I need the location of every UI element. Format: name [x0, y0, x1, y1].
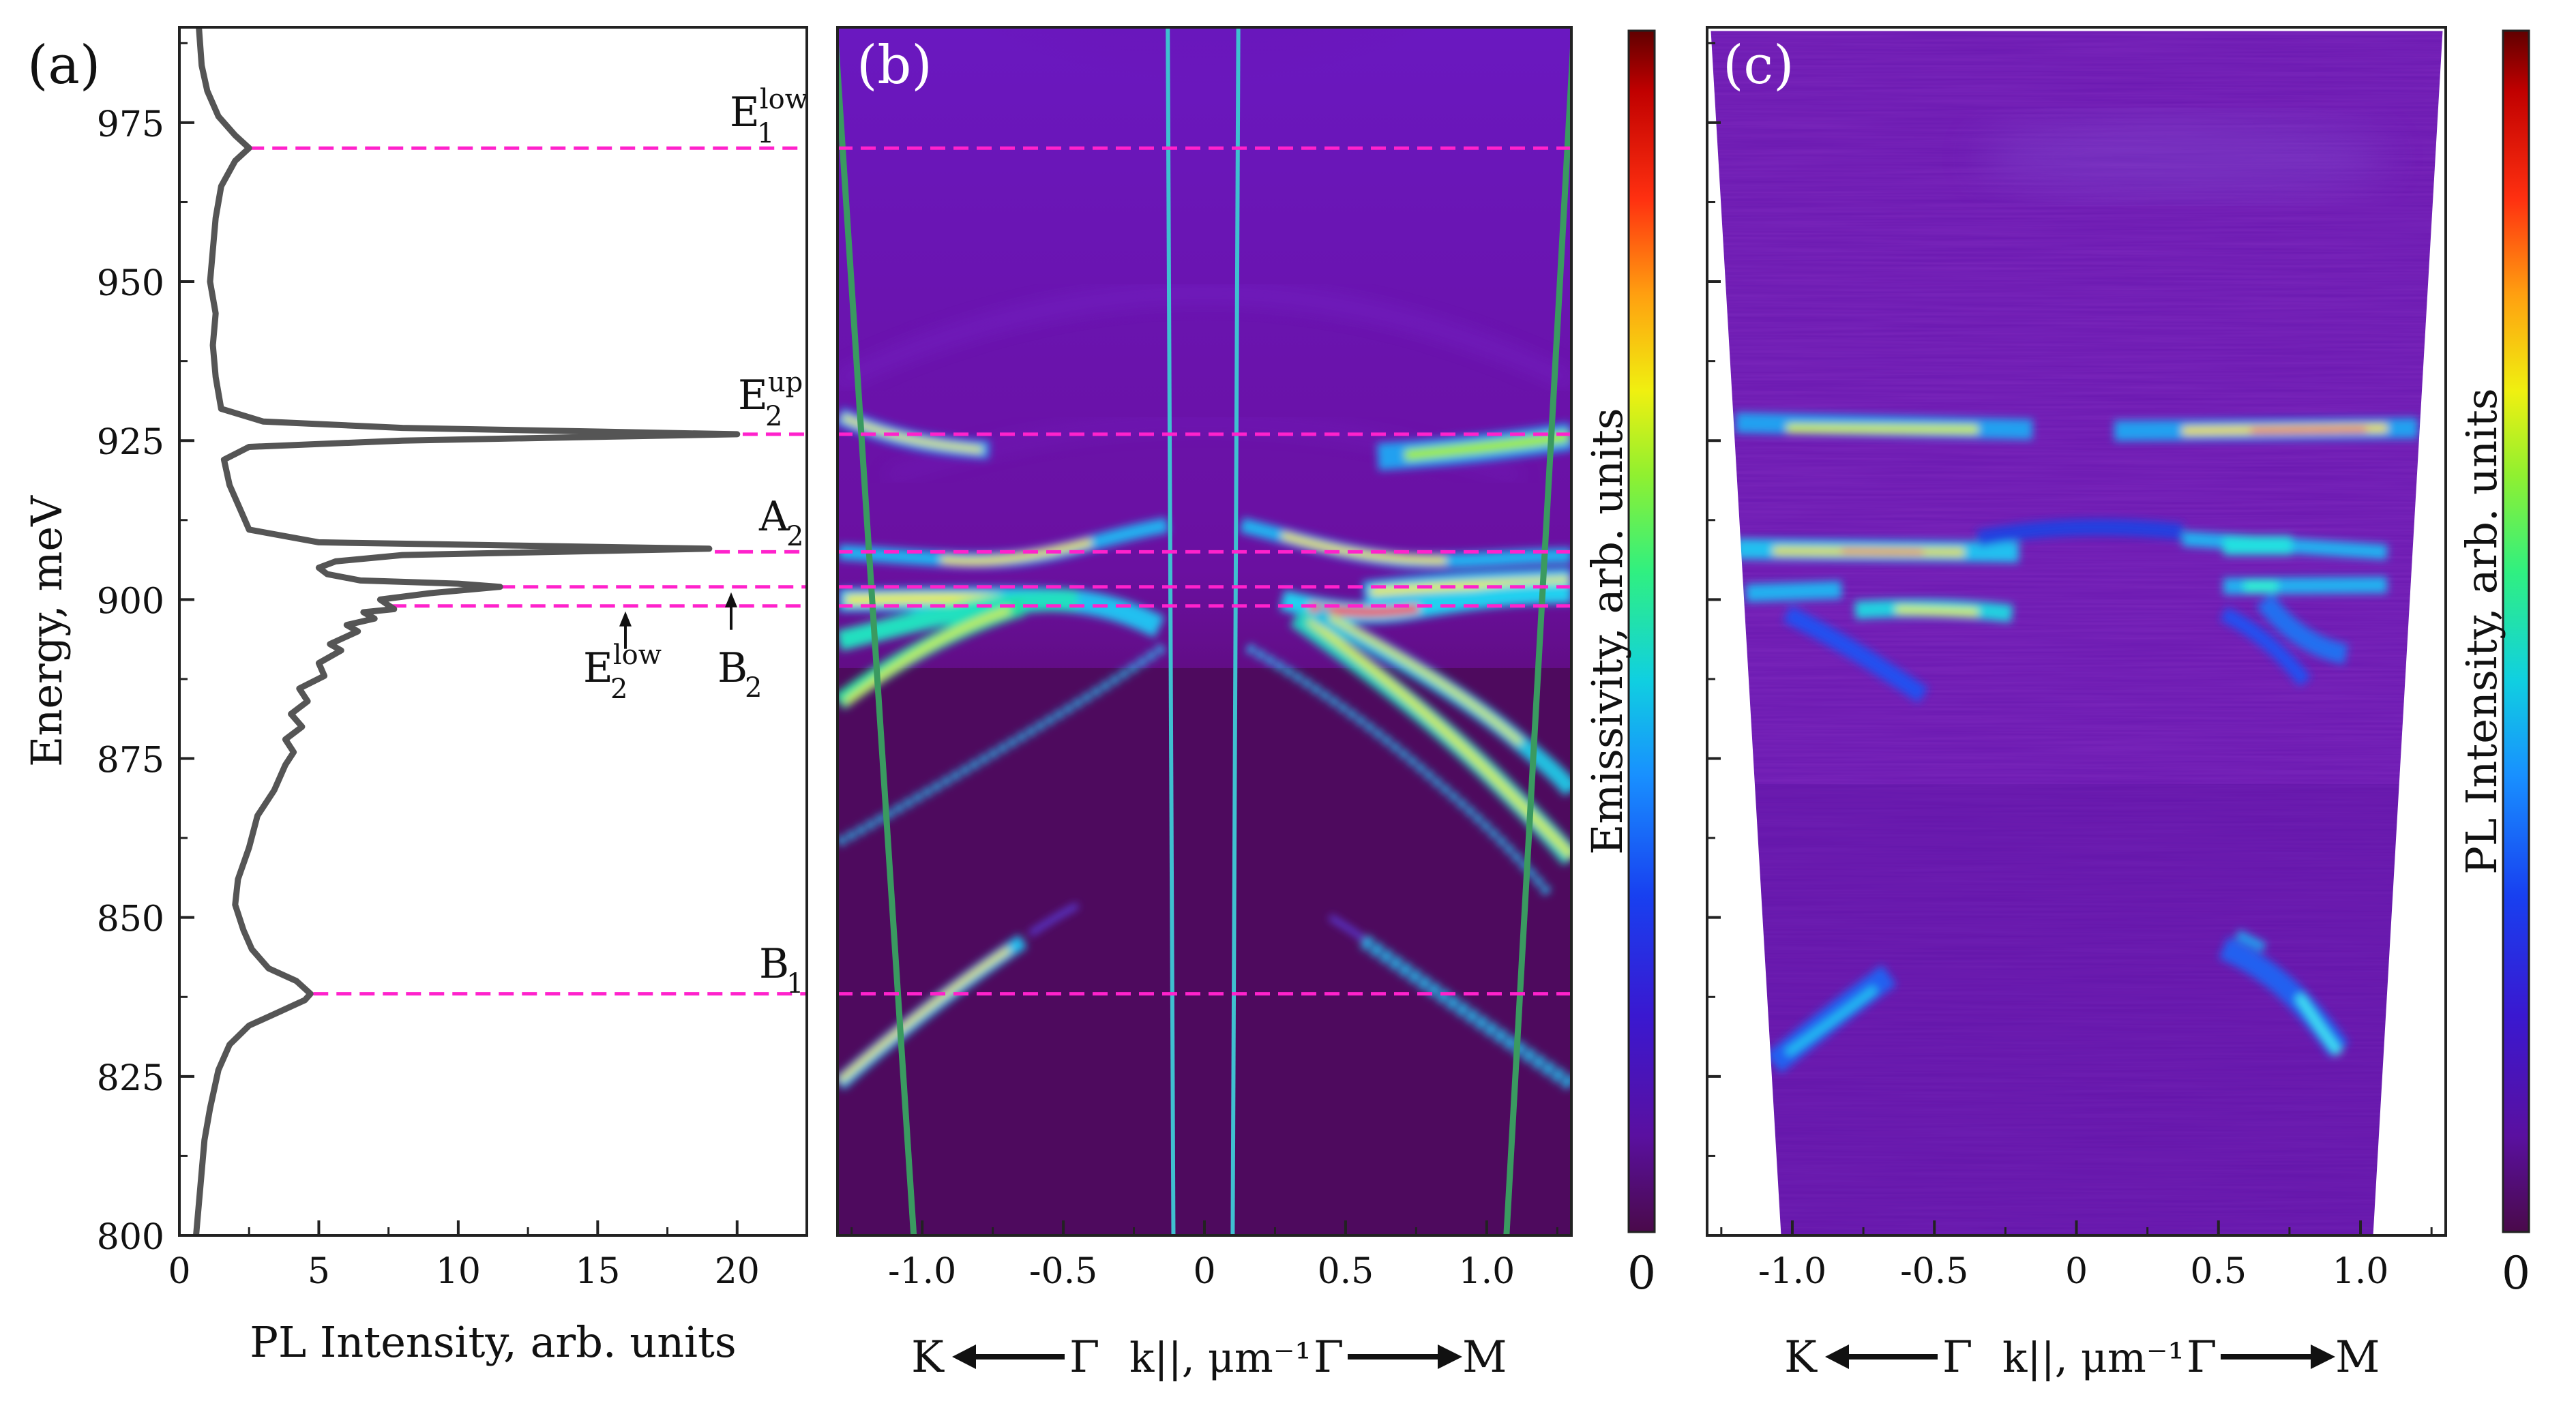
light-lines: [838, 27, 1571, 1235]
level-label-text: Elow 1: [730, 84, 808, 149]
colorbar-c: [2502, 29, 2530, 1233]
x-tick-label: -0.5: [1900, 1251, 1968, 1292]
x-tick-label: -0.5: [1029, 1251, 1097, 1292]
direction-gamma-right: Γ: [1314, 1332, 1344, 1383]
plot-frame-a: [178, 26, 808, 1237]
colorbar-c-label: PL Intensity, arb. units: [2457, 388, 2506, 874]
y-tick-label: 875: [97, 740, 164, 781]
level-label-B1: B1: [759, 940, 803, 1000]
colorbar-b-label: Emissivity, arb. units: [1582, 408, 1632, 854]
level-label-text: B2: [717, 644, 762, 704]
k-axis-label: k||, μm⁻¹: [1129, 1334, 1312, 1382]
x-tick-label: 1.0: [1458, 1251, 1515, 1292]
panel-a: (a) Elow 1 Eup 2 A2 B2 Elow 2 B1 800 825 850 875 900…: [22, 26, 808, 1367]
level-label-E1_low: Elow 1: [730, 84, 808, 149]
light-line: [838, 27, 917, 1235]
level-annotations: Elow 1 Eup 2 A2 B2 Elow 2 B1: [583, 84, 808, 1000]
panel-label-a: (a): [27, 35, 100, 96]
level-lines-a: [249, 146, 807, 996]
x-tick-label: 0: [168, 1251, 190, 1292]
level-label-text: Elow 2: [583, 640, 662, 705]
direction-from-k: K: [911, 1332, 945, 1383]
y-axis-label: Energy, meV: [22, 495, 72, 767]
x-tick-label: 0.5: [1318, 1251, 1374, 1292]
x-axis-b: -1.0 -0.5 0 0.5 1.0: [850, 1220, 1558, 1292]
direction-gamma-left: Γ: [1942, 1332, 1972, 1383]
x-tick-label: 0: [2065, 1251, 2088, 1292]
y-tick-label: 800: [97, 1217, 164, 1258]
x-tick-label: -1.0: [1758, 1251, 1826, 1292]
arrow-right-head: [2311, 1345, 2335, 1369]
pl-intensity-map: [1711, 31, 2443, 1235]
direction-gamma-right: Γ: [2187, 1332, 2217, 1383]
x-tick-label: 20: [715, 1251, 760, 1292]
direction-gamma-left: Γ: [1069, 1332, 1099, 1383]
level-label-text: A2: [758, 493, 803, 552]
arrow-left-head: [1825, 1345, 1849, 1369]
x-tick-label: 0.5: [2190, 1251, 2247, 1292]
y-tick-label: 975: [97, 104, 164, 145]
k-axis-label: k||, μm⁻¹: [2002, 1334, 2185, 1382]
x-tick-label: 10: [436, 1251, 481, 1292]
arrow-left-head: [952, 1345, 976, 1369]
pl-spectrum-line: [193, 27, 741, 1236]
annotation-arrowhead: [725, 592, 737, 607]
annotation-arrowhead: [619, 611, 632, 627]
light-line: [1166, 27, 1176, 1235]
level-label-B2: B2: [717, 592, 762, 704]
x-axis-c: -1.0 -0.5 0 0.5 1.0: [1720, 1220, 2433, 1292]
y-axis-a: 800 825 850 875 900 925 950 975: [97, 42, 194, 1258]
y-tick-label: 925: [97, 422, 164, 463]
x-tick-label: 1.0: [2333, 1251, 2389, 1292]
emissivity-map: [838, 27, 1571, 1235]
light-line: [1230, 27, 1241, 1235]
direction-to-m: M: [1462, 1332, 1507, 1383]
x-tick-label: -1.0: [888, 1251, 956, 1292]
panel-label-c: (c): [1723, 35, 1794, 96]
y-tick-label: 950: [97, 263, 164, 304]
x-axis-label-a: PL Intensity, arb. units: [250, 1317, 736, 1367]
level-lines-b: [838, 146, 1571, 996]
colorbar-c-min: 0: [2502, 1247, 2530, 1300]
x-tick-label: 0: [1193, 1251, 1215, 1292]
direction-from-k: K: [1784, 1332, 1818, 1383]
colorbar-b: [1627, 29, 1656, 1233]
y-tick-label: 825: [97, 1058, 164, 1099]
level-label-E2_up: Eup 2: [738, 367, 803, 432]
level-label-A2: A2: [758, 493, 803, 552]
y-tick-label: 900: [97, 581, 164, 622]
level-label-E2_low: Elow 2: [583, 611, 662, 705]
panel-label-b: (b): [857, 35, 932, 96]
x-tick-label: 15: [575, 1251, 620, 1292]
level-label-text: Eup 2: [738, 367, 803, 432]
y-tick-label: 850: [97, 899, 164, 940]
light-line: [1503, 27, 1571, 1235]
colorbar-b-min: 0: [1627, 1247, 1656, 1300]
x-tick-label: 5: [308, 1251, 330, 1292]
direction-to-m: M: [2335, 1332, 2380, 1383]
arrow-right-head: [1438, 1345, 1462, 1369]
x-axis-a: 0 5 10 15 20: [168, 1220, 760, 1292]
level-label-text: B1: [759, 940, 803, 1000]
y-ticks-c: [1707, 42, 1721, 1237]
